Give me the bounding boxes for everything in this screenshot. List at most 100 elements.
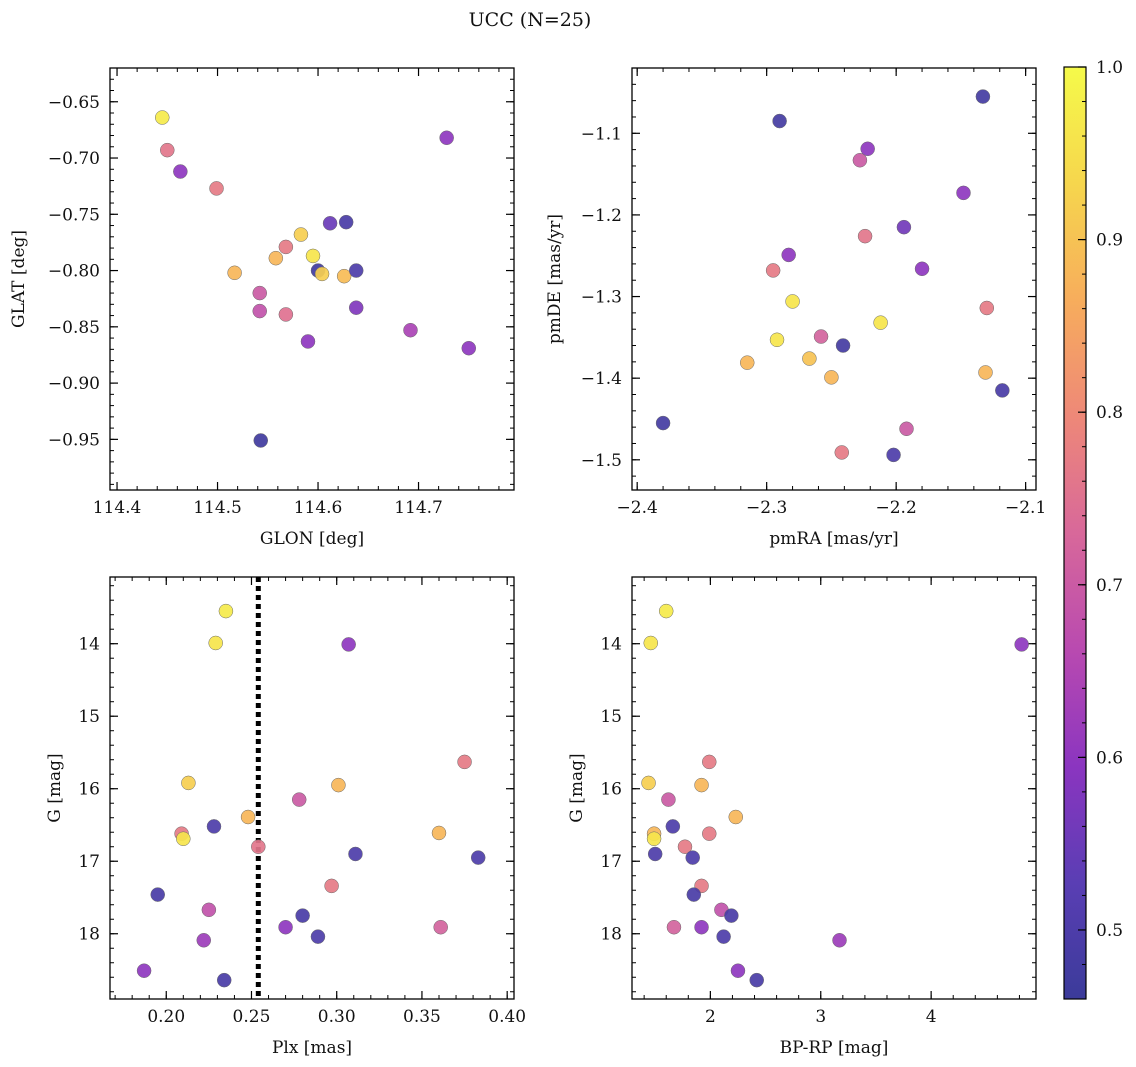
y-tick-label: 15 [78,707,100,727]
data-point [278,919,293,935]
y-tick-label: 17 [78,852,100,872]
x-axis-label: pmRA [mas/yr] [769,529,898,549]
y-tick-label: 17 [600,852,622,872]
x-tick-label: 114.7 [394,498,443,518]
data-point [914,261,930,277]
data-point [647,846,663,862]
data-point [209,181,224,196]
data-point [995,383,1010,398]
data-point [852,152,868,168]
data-point [150,887,165,902]
data-point [331,777,346,793]
y-tick-label: −0.80 [48,262,100,282]
x-tick-label: 0.35 [403,1007,441,1027]
data-point [666,919,682,935]
panel-plx-g: 0.20 0.25 0.30 0.35 0.40 14 15 16 17 18 Plx [mas] G… [45,576,526,1058]
data-point [439,130,454,146]
data-point [899,421,914,437]
data-point [857,228,873,244]
figure-title: UCC (N=25) [469,9,592,31]
data-point [641,775,656,791]
y-tick-label: 16 [78,780,100,800]
data-point [470,850,486,865]
data-point [702,826,717,841]
data-point [730,963,746,978]
panels: 114.4 114.5 114.6 114.7 −0.65 −0.70 −0.75 −0.80… [9,67,1046,1058]
data-point [1014,637,1029,652]
data-point [136,963,152,978]
data-point [253,433,268,448]
data-point [724,908,739,923]
data-point [348,263,364,278]
data-point [181,775,196,791]
panel-bprp-g: 2 3 4 14 15 16 17 18 BP-RP [mag] G [mag] [567,576,1037,1058]
data-point [655,415,671,431]
x-axis-label: Plx [mas] [272,1038,352,1058]
data-point [457,754,472,770]
y-tick-label: −0.75 [48,205,100,225]
panel-glon-glat: 114.4 114.5 114.6 114.7 −0.65 −0.70 −0.75 −0.80… [9,67,515,549]
x-axis-label: BP-RP [mag] [780,1038,889,1058]
data-point [173,164,188,179]
data-point [251,839,266,854]
data-point [176,831,191,847]
data-point [252,303,267,319]
axes-frame [109,67,515,491]
data-point [310,929,326,944]
x-tick-label: 2 [705,1007,716,1027]
axes-frame [109,576,515,1000]
data-point [978,365,993,380]
data-point [160,142,175,158]
data-point [665,819,681,834]
colorbar: 0.5 0.6 0.7 0.8 0.9 1.0 [1063,58,1123,1000]
data-point [702,754,717,770]
data-point [835,338,851,353]
data-point [268,250,284,266]
data-point [218,603,234,619]
data-point [155,110,170,125]
data-point [338,214,354,230]
data-point [216,972,232,988]
data-point [685,850,700,865]
data-point [694,777,709,793]
y-tick-label: 15 [600,707,622,727]
y-tick-label: 16 [600,780,622,800]
y-tick-label: −1.5 [581,451,622,471]
data-point [975,89,991,104]
data-point [314,266,330,282]
data-point [813,329,829,344]
x-axis-label: GLON [deg] [260,529,364,549]
data-point [802,351,817,366]
data-point [739,355,755,370]
x-tick-label: 0.25 [233,1007,271,1027]
data-point [227,265,242,281]
data-point [728,809,744,825]
axes-frame [631,67,1037,491]
data-point [278,307,294,322]
data-point [646,831,662,847]
y-tick-label: −0.95 [48,430,100,450]
x-tick-label: 0.20 [147,1007,185,1027]
colorbar-tick-label: 0.6 [1096,748,1123,768]
data-point [348,300,364,315]
x-tick-label: 0.30 [318,1007,356,1027]
x-tick-label: 4 [926,1007,937,1027]
y-tick-label: −1.4 [581,369,622,389]
data-point [765,263,781,278]
x-tick-label: −2.1 [1005,498,1046,518]
data-point [716,929,731,944]
x-tick-label: −2.4 [617,498,658,518]
y-tick-label: −1.2 [581,206,622,226]
data-point [781,247,796,263]
data-point [293,227,309,242]
data-point [896,219,912,235]
y-tick-label: 14 [78,635,100,655]
data-point [661,792,676,807]
data-point [658,603,674,619]
data-point [860,141,875,157]
x-tick-label: −2.3 [746,498,787,518]
data-point [240,809,256,825]
data-point [956,185,971,201]
data-point [769,332,785,348]
y-tick-label: −0.70 [48,149,100,169]
